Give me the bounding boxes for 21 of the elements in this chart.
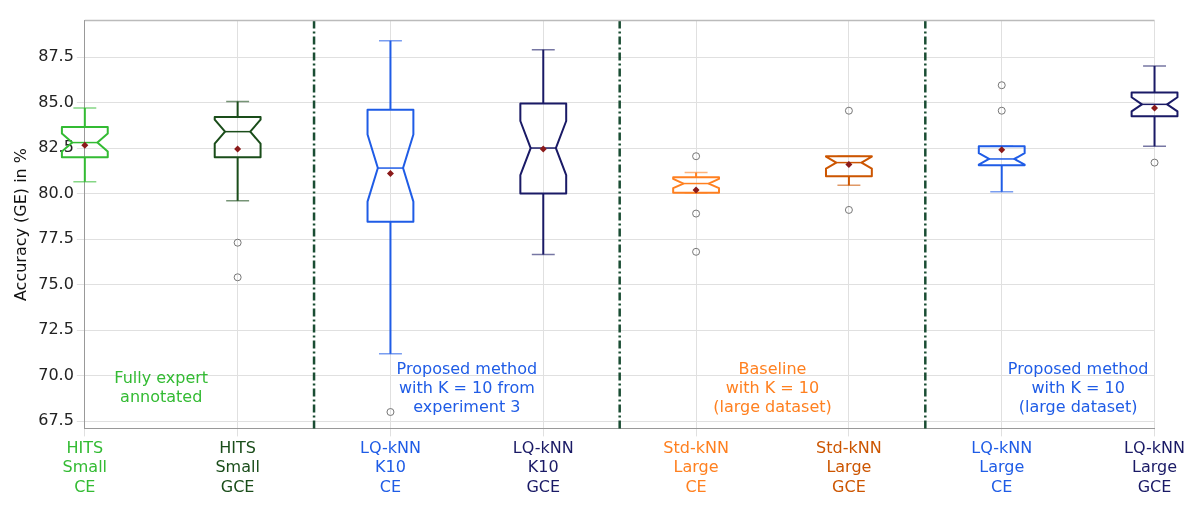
y-tick-label: 67.5 xyxy=(38,410,74,430)
y-axis-title: Accuracy (GE) in % xyxy=(10,147,30,302)
x-tick-label: LQ-kNN K10 GCE xyxy=(512,438,574,496)
x-tick-label: Std-kNN Large CE xyxy=(663,438,729,496)
x-tick-label: LQ-kNN K10 CE xyxy=(359,438,421,496)
x-tick-label: HITS Small GCE xyxy=(215,438,260,496)
y-tick-label: 77.5 xyxy=(38,228,74,248)
y-tick-label: 87.5 xyxy=(38,46,74,66)
y-tick-label: 75.0 xyxy=(38,273,74,293)
annotation: Fully expert annotated xyxy=(114,368,209,406)
x-tick-label: Std-kNN Large GCE xyxy=(816,438,882,496)
annotation: Proposed method with K = 10 from experiment 3 xyxy=(396,358,538,416)
y-tick-label: 72.5 xyxy=(38,319,74,339)
annotation: Baseline with K = 10 (large dataset) xyxy=(713,358,832,416)
y-tick-label: 80.0 xyxy=(38,182,74,202)
y-tick-label: 85.0 xyxy=(38,91,74,111)
x-tick-label: LQ-kNN Large CE xyxy=(971,438,1033,496)
x-tick-label: LQ-kNN Large GCE xyxy=(1124,438,1185,496)
x-tick-label: HITS Small CE xyxy=(62,438,108,496)
y-tick-label: 70.0 xyxy=(38,364,74,384)
annotation: Proposed method with K = 10 (large dataset) xyxy=(1007,358,1149,416)
